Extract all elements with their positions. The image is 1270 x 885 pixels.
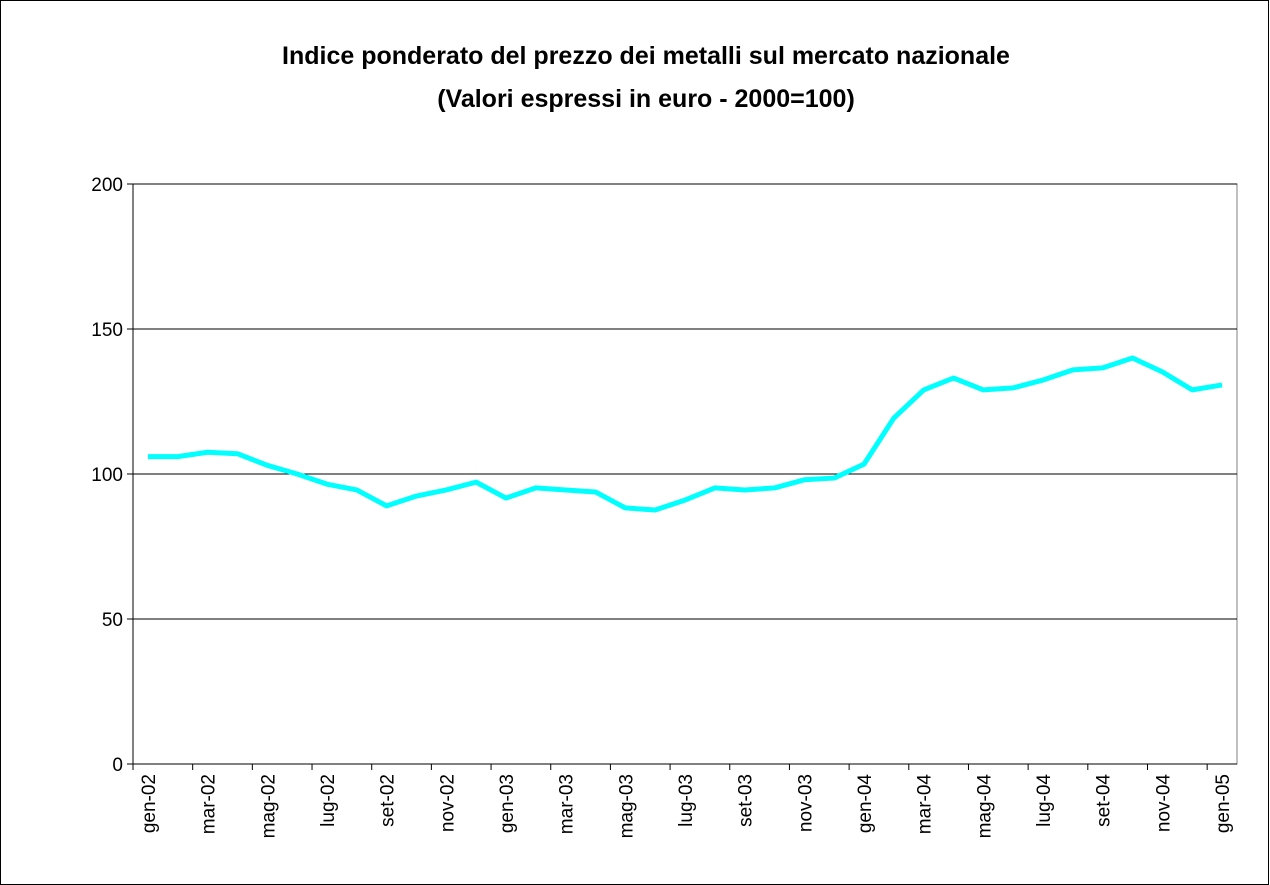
chart-title: Indice ponderato del prezzo dei metalli … [282, 42, 1010, 70]
x-tick-label: gen-03 [497, 774, 518, 833]
data-line [147, 355, 1223, 513]
y-tick-label: 150 [91, 320, 123, 341]
x-tick-label: set-04 [1094, 774, 1115, 827]
x-tick-label: gen-04 [855, 774, 876, 834]
x-tick-label: lug-02 [318, 774, 339, 827]
x-tick-label: nov-02 [437, 774, 458, 832]
x-tick-label: mar-03 [557, 774, 578, 834]
y-tick-label: 200 [91, 175, 123, 196]
y-tick-label: 50 [102, 610, 123, 631]
x-tick-label: mag-03 [616, 774, 637, 838]
x-tick-label: lug-04 [1034, 774, 1055, 827]
chart-subtitle: (Valori espressi in euro - 2000=100) [437, 85, 855, 113]
x-tick-label: mag-04 [974, 774, 995, 839]
x-tick-label: mar-04 [915, 774, 936, 835]
x-tick-label: lug-03 [676, 774, 697, 827]
x-tick-label: gen-05 [1213, 774, 1234, 833]
x-tick-label: nov-04 [1153, 774, 1174, 833]
x-tick-label: gen-02 [139, 774, 160, 833]
x-tick-label: mar-02 [199, 774, 220, 834]
x-tick-label: nov-03 [795, 774, 816, 832]
x-tick-label: set-02 [378, 774, 399, 827]
y-tick-label: 100 [91, 465, 123, 486]
x-tick-label: set-03 [736, 774, 757, 827]
y-tick-label: 0 [112, 755, 123, 776]
x-tick-label: mag-02 [258, 774, 279, 838]
